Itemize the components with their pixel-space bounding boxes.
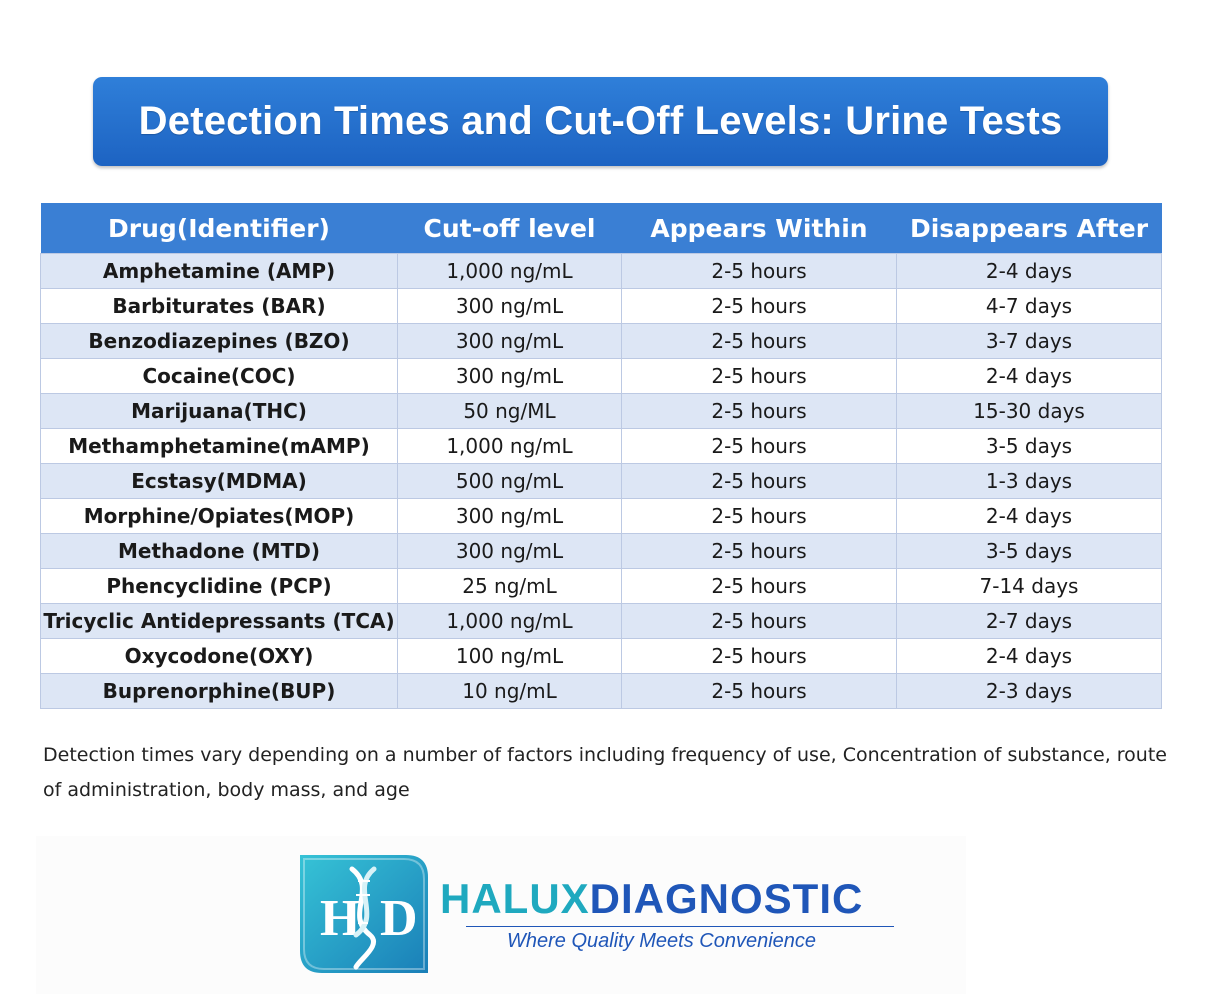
brand-name-part2: DIAGNOSTIC [589, 875, 864, 922]
cell-appears: 2-5 hours [621, 428, 897, 464]
table-row: Methamphetamine(mAMP) 1,000 ng/mL 2-5 hour… [40, 428, 1162, 464]
cell-appears: 2-5 hours [621, 393, 897, 429]
cell-disappears: 2-7 days [896, 603, 1162, 639]
table-row: Morphine/Opiates(MOP) 300 ng/mL 2-5 hours 2… [40, 498, 1162, 534]
table-row: Amphetamine (AMP) 1,000 ng/mL 2-5 hours 2-4… [40, 253, 1162, 289]
svg-text:H: H [320, 890, 360, 947]
header-appears: Appears Within [621, 203, 897, 254]
halux-logo-icon: H D [300, 855, 428, 973]
table-header-row: Drug(Identifier) Cut-off level Appears W… [40, 203, 1162, 254]
cell-disappears: 3-5 days [896, 428, 1162, 464]
cell-appears: 2-5 hours [621, 568, 897, 604]
logo-area [36, 836, 966, 994]
title-banner: Detection Times and Cut-Off Levels: Urin… [93, 77, 1108, 166]
table-row: Barbiturates (BAR) 300 ng/mL 2-5 hours 4-7 … [40, 288, 1162, 324]
cell-drug: Morphine/Opiates(MOP) [40, 498, 398, 534]
cell-drug: Cocaine(COC) [40, 358, 398, 394]
table-row: Ecstasy(MDMA) 500 ng/mL 2-5 hours 1-3 days [40, 463, 1162, 499]
cell-appears: 2-5 hours [621, 253, 897, 289]
cell-appears: 2-5 hours [621, 288, 897, 324]
cell-appears: 2-5 hours [621, 673, 897, 709]
cell-appears: 2-5 hours [621, 323, 897, 359]
table-row: Phencyclidine (PCP) 25 ng/mL 2-5 hours 7-14… [40, 568, 1162, 604]
header-cutoff: Cut-off level [397, 203, 622, 254]
cell-drug: Tricyclic Antidepressants (TCA) [40, 603, 398, 639]
table-row: Cocaine(COC) 300 ng/mL 2-5 hours 2-4 days [40, 358, 1162, 394]
cell-drug: Buprenorphine(BUP) [40, 673, 398, 709]
page-title: Detection Times and Cut-Off Levels: Urin… [138, 99, 1063, 143]
cell-drug: Ecstasy(MDMA) [40, 463, 398, 499]
brand-tagline: Where Quality Meets Convenience [507, 930, 817, 952]
cell-disappears: 2-4 days [896, 638, 1162, 674]
cell-cutoff: 300 ng/mL [397, 498, 622, 534]
cell-disappears: 4-7 days [896, 288, 1162, 324]
cell-drug: Benzodiazepines (BZO) [40, 323, 398, 359]
cell-cutoff: 300 ng/mL [397, 323, 622, 359]
cell-appears: 2-5 hours [621, 498, 897, 534]
cell-appears: 2-5 hours [621, 533, 897, 569]
table-row: Methadone (MTD) 300 ng/mL 2-5 hours 3-5 day… [40, 533, 1162, 569]
table-row: Buprenorphine(BUP) 10 ng/mL 2-5 hours 2-3 d… [40, 673, 1162, 709]
cell-cutoff: 50 ng/ML [397, 393, 622, 429]
cell-cutoff: 1,000 ng/mL [397, 428, 622, 464]
cell-cutoff: 100 ng/mL [397, 638, 622, 674]
cell-appears: 2-5 hours [621, 638, 897, 674]
footnote: Detection times vary depending on a numb… [43, 744, 1167, 801]
cell-drug: Oxycodone(OXY) [40, 638, 398, 674]
cell-cutoff: 300 ng/mL [397, 533, 622, 569]
cell-drug: Barbiturates (BAR) [40, 288, 398, 324]
detection-table: Drug(Identifier) Cut-off level Appears W… [40, 203, 1162, 709]
cell-disappears: 15-30 days [896, 393, 1162, 429]
brand-name: HALUXDIAGNOSTIC [440, 876, 863, 922]
header-drug: Drug(Identifier) [40, 203, 398, 254]
cell-drug: Methadone (MTD) [40, 533, 398, 569]
cell-drug: Marijuana(THC) [40, 393, 398, 429]
cell-disappears: 2-4 days [896, 253, 1162, 289]
cell-drug: Phencyclidine (PCP) [40, 568, 398, 604]
header-disappears: Disappears After [896, 203, 1162, 254]
cell-cutoff: 300 ng/mL [397, 288, 622, 324]
cell-disappears: 2-4 days [896, 498, 1162, 534]
cell-appears: 2-5 hours [621, 603, 897, 639]
cell-cutoff: 1,000 ng/mL [397, 253, 622, 289]
cell-disappears: 7-14 days [896, 568, 1162, 604]
cell-cutoff: 10 ng/mL [397, 673, 622, 709]
table-row: Benzodiazepines (BZO) 300 ng/mL 2-5 hours 3… [40, 323, 1162, 359]
cell-cutoff: 25 ng/mL [397, 568, 622, 604]
table-row: Oxycodone(OXY) 100 ng/mL 2-5 hours 2-4 days [40, 638, 1162, 674]
cell-drug: Amphetamine (AMP) [40, 253, 398, 289]
cell-disappears: 1-3 days [896, 463, 1162, 499]
table-body: Amphetamine (AMP) 1,000 ng/mL 2-5 hours 2-4… [40, 253, 1162, 709]
cell-appears: 2-5 hours [621, 463, 897, 499]
svg-text:D: D [380, 890, 418, 947]
cell-appears: 2-5 hours [621, 358, 897, 394]
cell-disappears: 3-5 days [896, 533, 1162, 569]
brand-divider [466, 926, 894, 927]
cell-drug: Methamphetamine(mAMP) [40, 428, 398, 464]
brand-name-part1: HALUX [440, 875, 590, 922]
table-row: Marijuana(THC) 50 ng/ML 2-5 hours 15-30 day… [40, 393, 1162, 429]
cell-disappears: 2-4 days [896, 358, 1162, 394]
cell-cutoff: 300 ng/mL [397, 358, 622, 394]
cell-cutoff: 1,000 ng/mL [397, 603, 622, 639]
cell-cutoff: 500 ng/mL [397, 463, 622, 499]
cell-disappears: 2-3 days [896, 673, 1162, 709]
brand-block: HALUXDIAGNOSTIC Where Quality Meets Conv… [440, 876, 910, 956]
table-row: Tricyclic Antidepressants (TCA) 1,000 ng/… [40, 603, 1162, 639]
cell-disappears: 3-7 days [896, 323, 1162, 359]
